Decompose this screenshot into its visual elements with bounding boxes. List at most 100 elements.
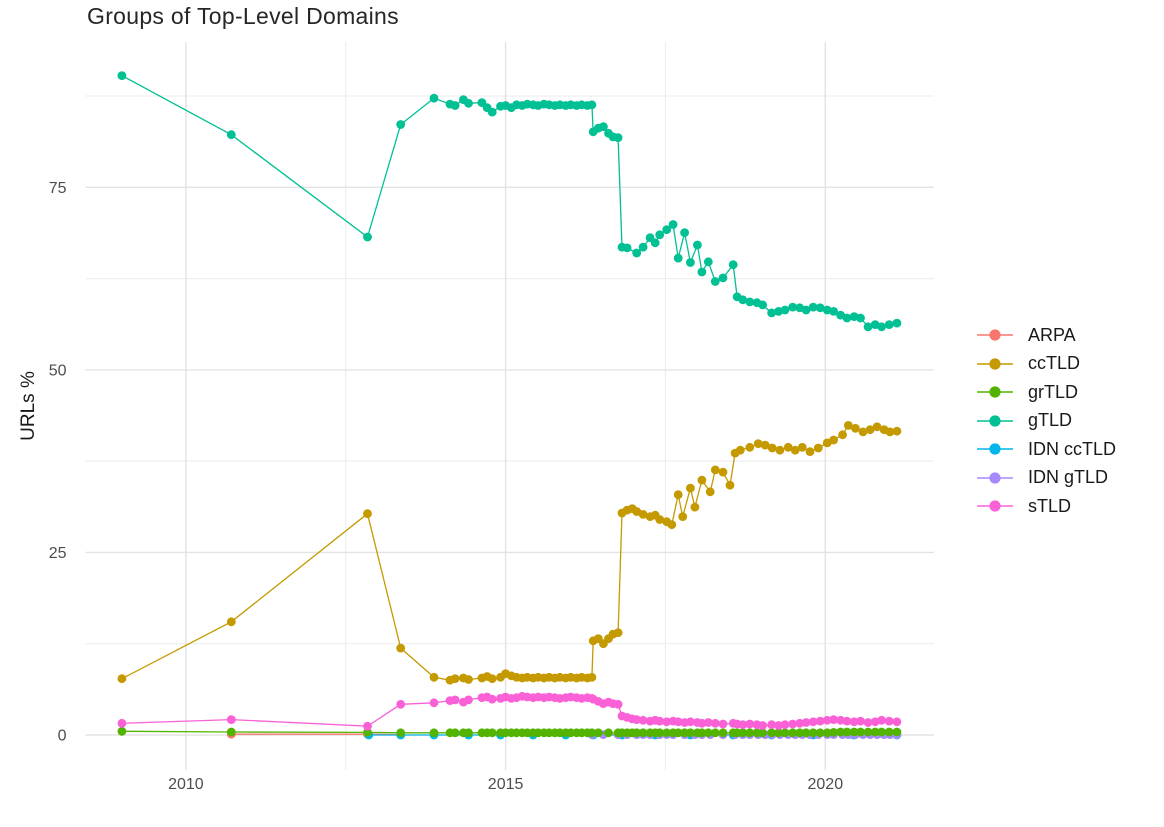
data-point — [808, 728, 818, 738]
data-point — [788, 728, 798, 738]
data-point — [487, 694, 497, 704]
data-point — [877, 715, 886, 725]
data-point — [678, 512, 688, 521]
data-point — [650, 238, 660, 248]
data-point — [849, 727, 859, 737]
data-point — [885, 427, 895, 437]
data-point — [690, 502, 700, 512]
data-point — [805, 447, 815, 456]
data-point — [710, 465, 720, 475]
data-point — [662, 225, 672, 235]
data-point — [892, 426, 902, 436]
data-point — [655, 230, 665, 240]
data-point — [790, 445, 800, 455]
data-point — [487, 107, 497, 117]
data-point — [632, 715, 642, 724]
data-point — [728, 260, 738, 270]
legend-item-label: IDN gTLD — [1028, 467, 1109, 488]
data-point — [450, 674, 460, 684]
data-point — [667, 520, 677, 530]
data-point — [450, 728, 460, 738]
data-point — [738, 728, 748, 738]
data-point — [117, 726, 127, 736]
series-grTLD — [117, 726, 902, 738]
data-point — [697, 267, 707, 277]
data-point — [877, 727, 886, 737]
data-point — [662, 717, 672, 727]
data-point — [613, 133, 623, 143]
data-point — [780, 720, 790, 730]
data-point — [836, 715, 845, 725]
data-point — [822, 715, 832, 725]
data-point — [842, 313, 852, 323]
data-point — [638, 510, 648, 519]
data-point — [767, 728, 776, 738]
data-point — [587, 100, 597, 110]
data-point — [718, 467, 728, 477]
data-point — [829, 728, 838, 737]
data-point — [464, 675, 473, 684]
data-point — [856, 727, 865, 737]
data-point — [780, 728, 790, 738]
data-point — [738, 295, 748, 305]
data-point — [673, 490, 683, 500]
legend-key-dot — [989, 358, 1001, 370]
data-point — [758, 728, 767, 738]
data-point — [843, 421, 853, 430]
data-point — [892, 717, 902, 727]
data-point — [593, 728, 603, 738]
data-point — [226, 130, 236, 140]
data-point — [884, 320, 894, 329]
data-point — [599, 122, 608, 132]
legend-item-label: ccTLD — [1028, 353, 1081, 374]
data-point — [429, 728, 439, 738]
legend-key-icon — [977, 500, 1013, 512]
data-point — [363, 721, 372, 731]
data-point — [226, 727, 236, 737]
chart-title: Groups of Top-Level Domains — [87, 3, 399, 29]
data-point — [735, 445, 745, 455]
data-point — [429, 698, 439, 708]
data-point — [865, 425, 875, 435]
x-tick-label: 2015 — [488, 776, 524, 793]
data-point — [745, 442, 755, 452]
data-point — [760, 440, 770, 450]
data-point — [815, 303, 825, 313]
data-point — [450, 101, 460, 110]
data-point — [226, 617, 236, 627]
data-point — [718, 719, 728, 729]
data-point — [815, 728, 825, 738]
data-point — [745, 719, 755, 729]
data-point — [117, 674, 127, 684]
data-point — [863, 727, 873, 737]
data-point — [697, 475, 707, 485]
legend-key-dot — [989, 386, 1001, 398]
data-point — [829, 715, 838, 724]
data-point — [668, 220, 678, 229]
data-point — [780, 305, 790, 315]
data-point — [801, 728, 811, 738]
data-point — [117, 718, 127, 728]
data-point — [226, 715, 236, 724]
data-point — [842, 716, 852, 726]
data-point — [767, 720, 776, 730]
legend-item-grtld: grTLD — [976, 378, 1116, 407]
data-point — [487, 728, 497, 738]
legend-item-label: sTLD — [1028, 495, 1072, 516]
legend-item-label: grTLD — [1028, 381, 1079, 402]
data-point — [613, 628, 623, 638]
legend-item-idn-cctld: IDN ccTLD — [976, 435, 1116, 464]
data-point — [604, 728, 613, 738]
legend: ARPA ccTLD grTLD gTLD IDN ccTLD IDN gTLD sTLD — [976, 321, 1116, 521]
legend-item-gtld: gTLD — [976, 407, 1116, 436]
data-point — [788, 302, 798, 312]
legend-key-dot — [989, 472, 1001, 484]
data-point — [638, 242, 648, 252]
data-point — [705, 487, 715, 497]
data-point — [849, 717, 859, 727]
legend-key-dot — [989, 500, 1001, 512]
data-point — [680, 228, 689, 238]
data-point — [710, 277, 720, 286]
data-point — [587, 728, 597, 738]
data-point — [710, 718, 720, 728]
